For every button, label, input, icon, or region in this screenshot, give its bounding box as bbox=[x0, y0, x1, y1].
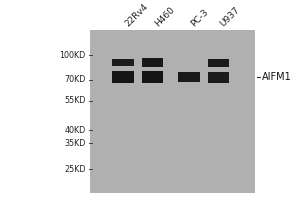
Text: 70KD: 70KD bbox=[64, 75, 86, 84]
FancyBboxPatch shape bbox=[90, 30, 255, 193]
FancyBboxPatch shape bbox=[178, 61, 200, 64]
Text: U937: U937 bbox=[219, 5, 242, 28]
FancyBboxPatch shape bbox=[142, 71, 164, 83]
Text: 40KD: 40KD bbox=[64, 126, 86, 135]
Text: H460: H460 bbox=[153, 5, 176, 28]
Text: 25KD: 25KD bbox=[64, 165, 86, 174]
Text: AIFM1: AIFM1 bbox=[262, 72, 291, 82]
FancyBboxPatch shape bbox=[208, 72, 230, 83]
Text: PC-3: PC-3 bbox=[189, 7, 210, 28]
FancyBboxPatch shape bbox=[208, 59, 230, 67]
Text: 55KD: 55KD bbox=[64, 96, 86, 105]
Text: 35KD: 35KD bbox=[64, 139, 86, 148]
FancyBboxPatch shape bbox=[178, 72, 200, 82]
Text: 22Rv4: 22Rv4 bbox=[123, 2, 149, 28]
Text: 100KD: 100KD bbox=[59, 51, 86, 60]
FancyBboxPatch shape bbox=[142, 58, 164, 67]
FancyBboxPatch shape bbox=[112, 59, 134, 66]
FancyBboxPatch shape bbox=[112, 71, 134, 83]
